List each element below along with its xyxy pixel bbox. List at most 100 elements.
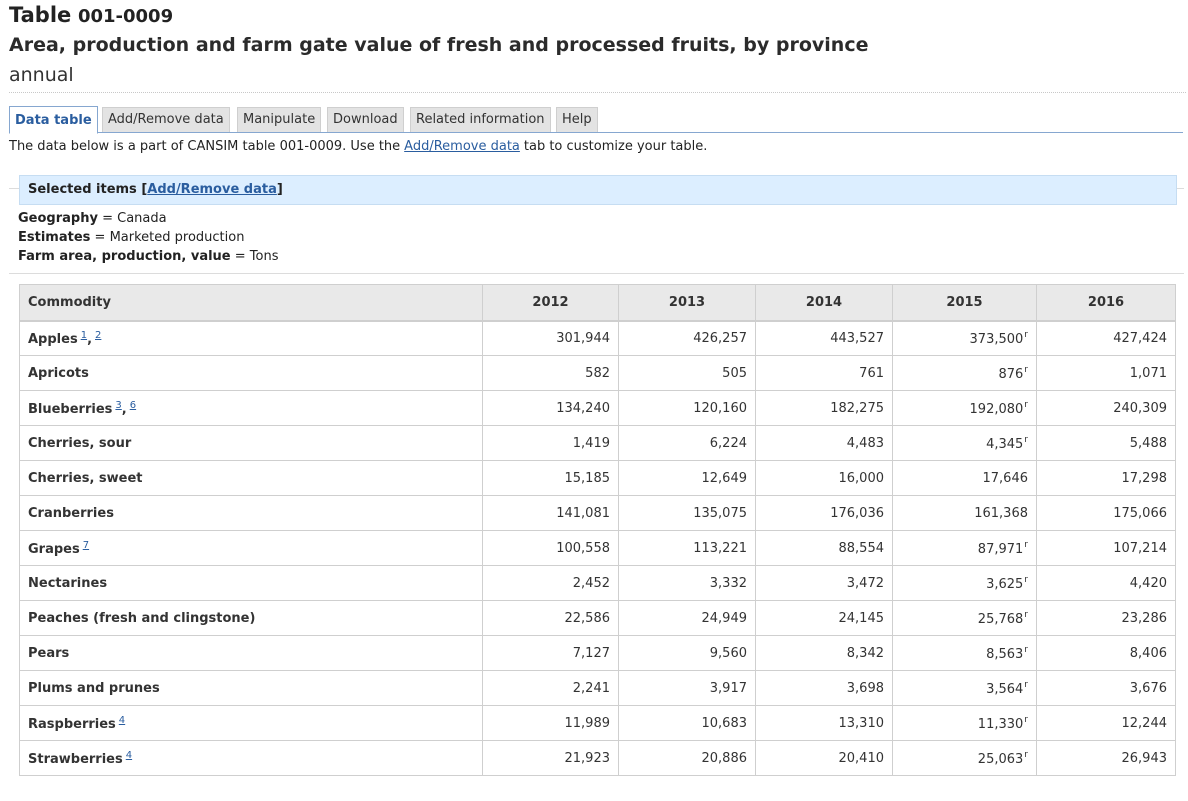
footnote-link[interactable]: 6 [129, 399, 137, 411]
page-title: Table 001-0009 [9, 3, 173, 27]
cell-value: 4,483 [846, 435, 884, 451]
cell-value: 3,698 [846, 680, 884, 696]
value-cell: 9,560 [618, 635, 756, 671]
commodity-header: Commodity [19, 284, 483, 322]
value-cell: 761 [755, 355, 893, 391]
cell-value: 4,345 [986, 436, 1024, 452]
value-cell: 3,917 [618, 670, 756, 706]
table-row: Peaches (fresh and clingstone) 22,586 24,9… [19, 600, 1176, 636]
table-row: Raspberries 4 11,989 10,683 13,310 11,330r 12,… [19, 705, 1176, 741]
selected-items-header: Selected items [Add/Remove data] [19, 175, 1177, 205]
value-cell: 20,410 [755, 740, 893, 776]
intro-add-remove-link[interactable]: Add/Remove data [404, 139, 520, 154]
cell-value: 13,310 [838, 715, 885, 731]
commodity-cell: Cranberries [19, 495, 483, 531]
cell-value: 87,971 [977, 541, 1024, 557]
year-header: 2013 [618, 284, 756, 322]
commodity-name: Blueberries [28, 401, 113, 417]
value-cell: 3,698 [755, 670, 893, 706]
cell-value: 161,368 [974, 505, 1028, 521]
value-cell: 107,214 [1036, 530, 1176, 566]
cell-value: 17,646 [982, 470, 1029, 486]
footnote-link[interactable]: 4 [125, 749, 133, 761]
footnote-link[interactable]: 2 [95, 329, 102, 341]
table-row: Strawberries 4 21,923 20,886 20,410 25,063r 26… [19, 740, 1176, 776]
intro-text: The data below is a part of CANSIM table… [9, 139, 707, 154]
cell-value: 3,917 [709, 680, 747, 696]
cell-value: 6,224 [709, 435, 747, 451]
cell-value: 2,241 [572, 680, 610, 696]
value-cell: 8,406 [1036, 635, 1176, 671]
value-cell: 113,221 [618, 530, 756, 566]
cell-value: 192,080 [969, 401, 1024, 417]
cell-value: 1,071 [1129, 365, 1167, 381]
commodity-cell: Cherries, sweet [19, 460, 483, 496]
cell-value: 3,332 [709, 575, 747, 591]
cell-value: 8,563 [986, 646, 1024, 662]
cell-value: 443,527 [830, 330, 884, 346]
value-cell: 3,472 [755, 565, 893, 601]
value-cell: 373,500r [892, 320, 1037, 356]
tab-related-information[interactable]: Related information [410, 107, 551, 132]
selected-add-remove-link[interactable]: Add/Remove data [147, 182, 277, 197]
year-header: 2015 [892, 284, 1037, 322]
cell-value: 25,063 [977, 751, 1024, 767]
value-cell: 2,241 [482, 670, 619, 706]
value-cell: 135,075 [618, 495, 756, 531]
tab-data-table[interactable]: Data table [9, 106, 98, 134]
value-cell: 7,127 [482, 635, 619, 671]
value-cell: 3,332 [618, 565, 756, 601]
value-cell: 141,081 [482, 495, 619, 531]
cell-value: 23,286 [1121, 610, 1168, 626]
footnote-link[interactable]: 3 [115, 399, 122, 411]
cell-value: 100,558 [556, 540, 610, 556]
footnote-refs: 1, 2 [80, 329, 102, 347]
value-cell: 17,298 [1036, 460, 1176, 496]
cell-value: 5,488 [1129, 435, 1167, 451]
revised-flag: r [1024, 399, 1028, 410]
cell-value: 24,949 [701, 610, 748, 626]
cell-value: 21,923 [564, 750, 611, 766]
cell-value: 15,185 [564, 470, 611, 486]
cell-value: 1,419 [572, 435, 610, 451]
commodity-cell: Pears [19, 635, 483, 671]
value-cell: 15,185 [482, 460, 619, 496]
value-cell: 582 [482, 355, 619, 391]
footnote-link[interactable]: 7 [82, 539, 90, 551]
cell-value: 761 [859, 365, 884, 381]
cell-value: 25,768 [977, 611, 1024, 627]
footnote-link[interactable]: 4 [118, 714, 126, 726]
commodity-cell: Apples 1, 2 [19, 320, 483, 356]
commodity-name: Apricots [28, 365, 89, 381]
table-subtitle: Area, production and farm gate value of … [9, 34, 869, 56]
revised-flag: r [1024, 609, 1028, 620]
footnote-link[interactable]: 1 [80, 329, 88, 341]
cell-value: 427,424 [1113, 330, 1167, 346]
tab-add-remove-data[interactable]: Add/Remove data [102, 107, 230, 132]
commodity-name: Raspberries [28, 716, 116, 732]
tab-download[interactable]: Download [327, 107, 404, 132]
cell-value: 113,221 [693, 540, 747, 556]
cell-value: 3,472 [846, 575, 884, 591]
cell-value: 12,244 [1121, 715, 1168, 731]
table-row: Cherries, sour 1,419 6,224 4,483 4,345r 5,488 [19, 425, 1176, 461]
commodity-cell: Peaches (fresh and clingstone) [19, 600, 483, 636]
cell-value: 373,500 [969, 331, 1024, 347]
table-row: Apples 1, 2 301,944 426,257 443,527 373,500r 42… [19, 320, 1176, 356]
table-row: Cranberries 141,081 135,075 176,036 161,368 1… [19, 495, 1176, 531]
commodity-name: Apples [28, 331, 78, 347]
value-cell: 8,342 [755, 635, 893, 671]
commodity-name: Strawberries [28, 751, 123, 767]
year-header: 2012 [482, 284, 619, 322]
table-row: Grapes 7 100,558 113,221 88,554 87,971r 107,21… [19, 530, 1176, 566]
commodity-cell: Plums and prunes [19, 670, 483, 706]
value-cell: 8,563r [892, 635, 1037, 671]
cell-value: 240,309 [1113, 400, 1167, 416]
value-cell: 240,309 [1036, 390, 1176, 426]
tab-help[interactable]: Help [556, 107, 598, 132]
value-cell: 12,244 [1036, 705, 1176, 741]
value-cell: 12,649 [618, 460, 756, 496]
value-cell: 182,275 [755, 390, 893, 426]
cell-value: 2,452 [572, 575, 610, 591]
tab-manipulate[interactable]: Manipulate [237, 107, 322, 132]
